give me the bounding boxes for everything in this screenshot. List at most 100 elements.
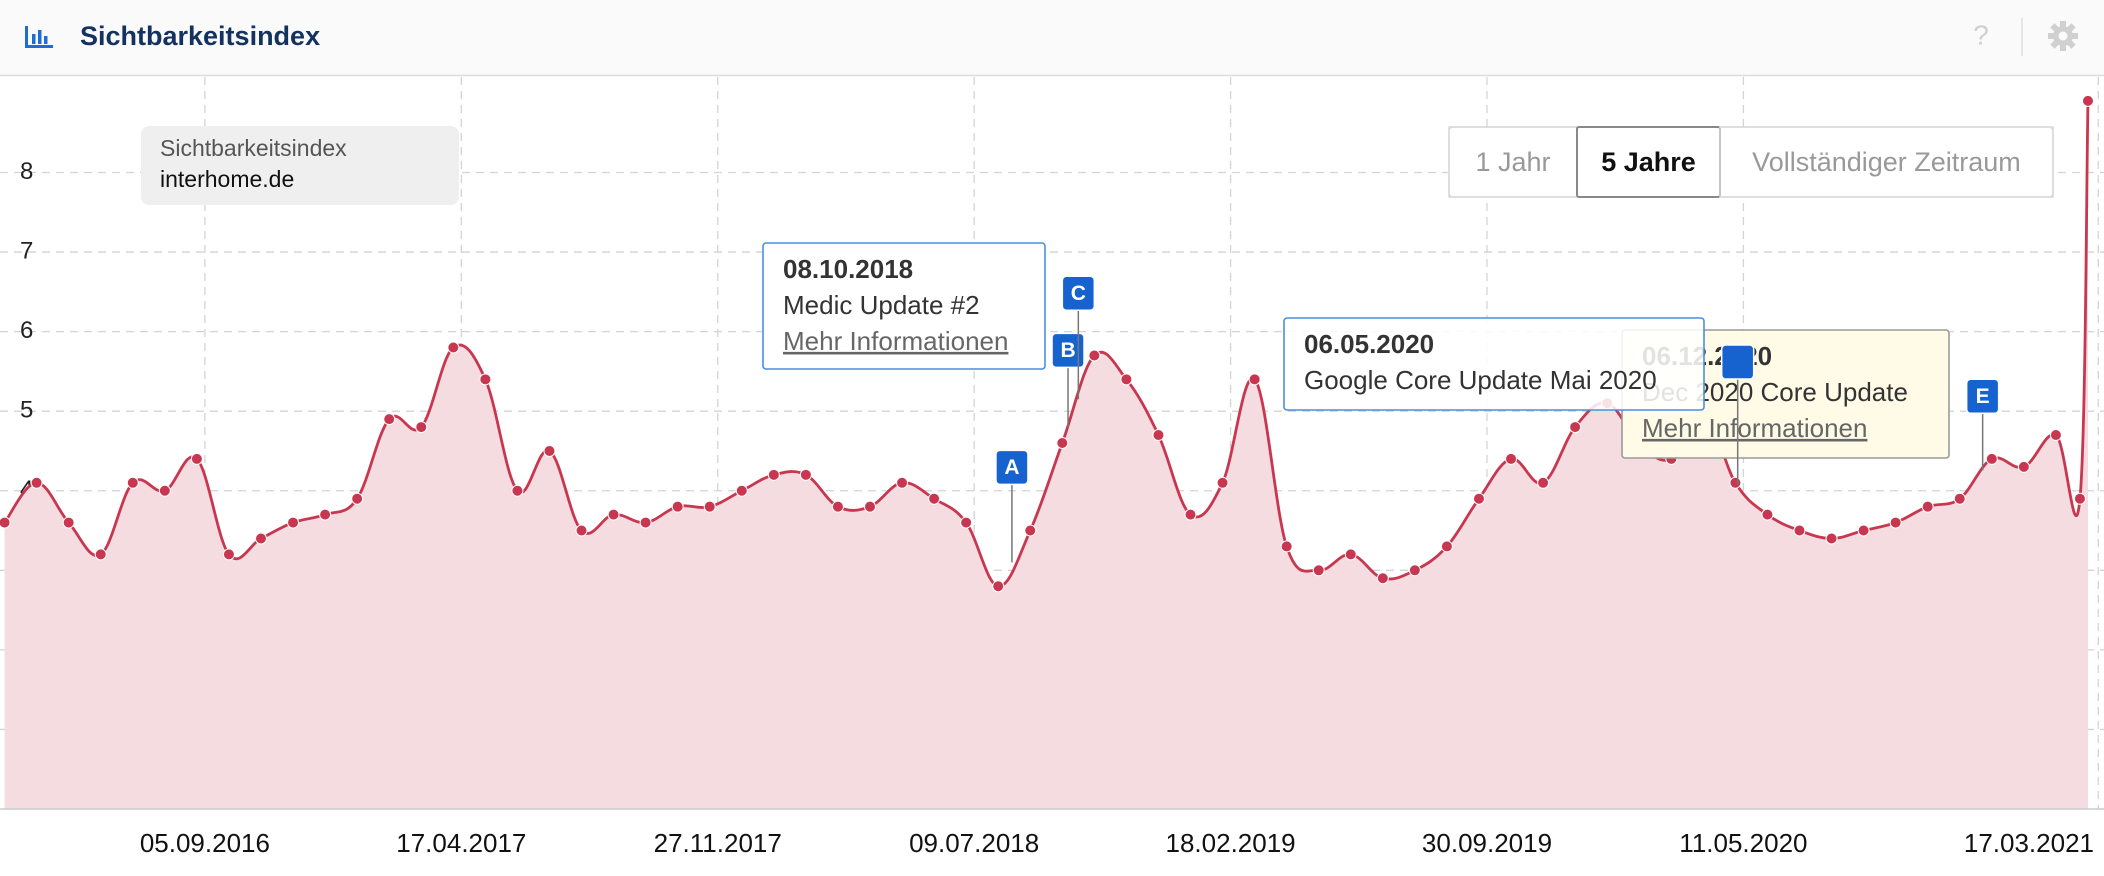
data-point [1152, 429, 1165, 442]
event-flag[interactable]: B [1051, 332, 1085, 428]
range-button-label[interactable]: 1 Jahr [1475, 147, 1550, 177]
data-point [2081, 94, 2094, 107]
data-point [287, 516, 300, 529]
x-tick-label: 27.11.2017 [654, 828, 782, 858]
header-bar [0, 0, 2104, 75]
x-tick-label: 05.09.2016 [140, 828, 270, 858]
event-flag[interactable]: A [995, 449, 1029, 563]
tooltip-date: 08.10.2018 [783, 254, 913, 284]
x-tick-label: 17.04.2017 [396, 828, 526, 858]
y-tick-label: 7 [20, 237, 33, 264]
range-button[interactable] [1719, 126, 2054, 198]
data-point [1248, 373, 1261, 386]
legend-title: Sichtbarkeitsindex [160, 135, 347, 161]
tooltip-link[interactable]: Mehr Informationen [783, 326, 1008, 356]
data-point [1472, 492, 1485, 505]
settings-button[interactable] [2048, 21, 2078, 51]
chart-icon [25, 26, 53, 48]
header-title: Sichtbarkeitsindex [80, 21, 320, 51]
flag-label: C [1071, 282, 1086, 305]
tooltip-box [762, 242, 1046, 370]
data-point [1280, 540, 1293, 553]
data-point [94, 548, 107, 561]
y-tick-label: 6 [20, 317, 33, 344]
data-point [639, 516, 652, 529]
data-point [1793, 524, 1806, 537]
data-point [351, 492, 364, 505]
data-point [1537, 476, 1550, 489]
data-point [575, 524, 588, 537]
data-point [1953, 492, 1966, 505]
data-point [1889, 516, 1902, 529]
x-tick-label: 18.02.2019 [1166, 828, 1296, 858]
data-point [767, 468, 780, 481]
tooltip-link[interactable]: Mehr Informationen [1642, 413, 1867, 443]
range-buttons: 1 Jahr 5 Jahre Vollständiger Zeitraum [1448, 126, 2054, 198]
flag-box [1061, 275, 1096, 311]
data-point [479, 373, 492, 386]
data-point [1921, 500, 1934, 513]
data-point [671, 500, 684, 513]
data-point [1440, 540, 1453, 553]
data-point [1569, 421, 1582, 434]
data-point [1408, 564, 1421, 577]
data-point [960, 516, 973, 529]
data-point [30, 476, 43, 489]
data-point [1761, 508, 1774, 521]
data-point [415, 421, 428, 434]
data-point [896, 476, 909, 489]
data-point [831, 500, 844, 513]
data-point [928, 492, 941, 505]
x-tick-label: 09.07.2018 [909, 828, 1039, 858]
data-point [2017, 460, 2030, 473]
data-point [62, 516, 75, 529]
x-tick-label: 30.09.2019 [1422, 828, 1552, 858]
tooltip-date: 06.05.2020 [1304, 329, 1434, 359]
flag-box [995, 449, 1029, 486]
help-button[interactable]: ? [1973, 19, 1989, 50]
data-point [863, 500, 876, 513]
range-button-label[interactable]: Vollständiger Zeitraum [1752, 147, 2021, 177]
data-point [735, 484, 748, 497]
event-flag[interactable]: C [1061, 275, 1096, 400]
tooltip-box [1283, 317, 1705, 411]
data-point [1729, 476, 1742, 489]
legend-entry: interhome.de [160, 166, 294, 192]
event-flag[interactable]: E [1965, 378, 2000, 471]
data-point [158, 484, 171, 497]
data-point [1184, 508, 1197, 521]
data-point [2049, 429, 2062, 442]
flag-label: A [1004, 456, 1019, 479]
range-button-label[interactable]: 5 Jahre [1601, 147, 1696, 177]
data-point [1088, 349, 1101, 362]
data-point [511, 484, 524, 497]
y-tick-label: 5 [20, 397, 33, 424]
data-point [1216, 476, 1229, 489]
data-point [1120, 373, 1133, 386]
data-point [1024, 524, 1037, 537]
data-point [992, 580, 1005, 593]
data-point [543, 444, 556, 457]
data-point [703, 500, 716, 513]
tooltip: 08.10.2018 Medic Update #2 Mehr Informatio… [762, 242, 1046, 370]
data-point [254, 532, 267, 545]
tooltip: 06.05.2020 Google Core Update Mai 2020 [1283, 317, 1705, 411]
flag-label: E [1976, 385, 1990, 408]
data-point [1376, 572, 1389, 585]
data-point [1312, 564, 1325, 577]
data-point [1985, 452, 1998, 465]
data-point [126, 476, 139, 489]
data-point [799, 468, 812, 481]
flag-box [1051, 332, 1085, 369]
data-point [222, 548, 235, 561]
data-point [1505, 452, 1518, 465]
y-tick-label: 8 [20, 158, 33, 185]
data-point [190, 452, 203, 465]
data-point [447, 341, 460, 354]
legend: Sichtbarkeitsindex interhome.de [141, 126, 459, 205]
data-point [1056, 437, 1069, 449]
area [4, 100, 2088, 809]
event-flag[interactable] [1720, 344, 1755, 486]
